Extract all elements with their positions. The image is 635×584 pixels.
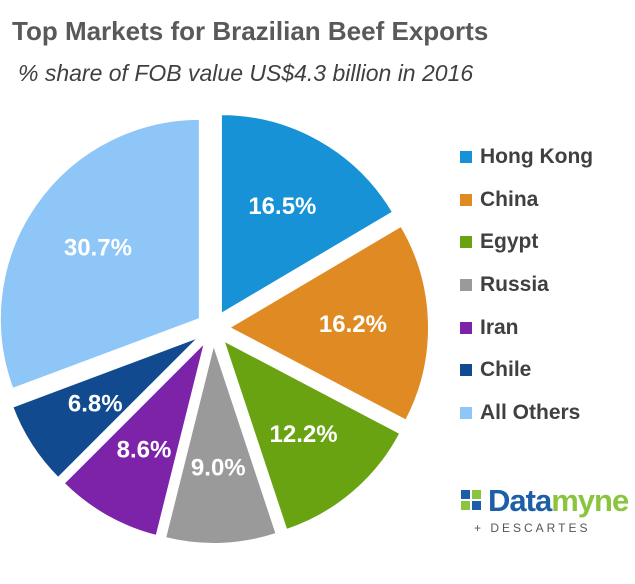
slice-label-china: 16.2% — [319, 311, 387, 338]
descartes-tagline: + DESCARTES — [474, 521, 591, 535]
legend-label: Iran — [480, 315, 519, 339]
legend-label: All Others — [480, 400, 581, 424]
slice-label-russia: 9.0% — [191, 454, 246, 481]
chart-subtitle: % share of FOB value US$4.3 billion in 2… — [18, 60, 474, 86]
legend-label: Hong Kong — [480, 145, 594, 169]
pie-slice-egypt — [221, 338, 402, 532]
datamyne-logo-icon — [461, 490, 481, 510]
legend-swatch — [460, 406, 472, 419]
legend-label: Chile — [480, 358, 532, 382]
datamyne-logo: Datamyne + DESCARTES — [458, 483, 629, 544]
legend-label: Egypt — [480, 230, 539, 254]
legend-swatch — [460, 193, 472, 206]
pie-slice-hong-kong — [219, 113, 395, 316]
datamyne-wordmark: Datamyne — [488, 483, 629, 519]
legend-item-iran: Iran — [460, 306, 593, 349]
chart-legend: Hong Kong China Egypt Russia Iran Chile All Ot… — [460, 136, 593, 434]
legend-swatch — [460, 151, 472, 164]
legend-item-china: China — [460, 179, 593, 222]
legend-item-hong-kong: Hong Kong — [460, 136, 593, 179]
wordmark-part-data: Data — [488, 483, 552, 518]
legend-label: Russia — [480, 273, 549, 297]
legend-swatch — [460, 236, 472, 249]
legend-item-all-others: All Others — [460, 392, 593, 435]
legend-item-russia: Russia — [460, 264, 593, 307]
pie-slice-russia — [163, 340, 278, 545]
legend-swatch — [460, 321, 472, 334]
slice-label-all-others: 30.7% — [64, 235, 132, 262]
pie-slice-chile — [10, 335, 201, 480]
pie-slice-china — [226, 224, 430, 422]
pie-slice-all-others — [0, 117, 201, 391]
legend-label: China — [480, 187, 539, 211]
legend-swatch — [460, 279, 472, 292]
pie-slice-iran — [62, 338, 207, 538]
slice-label-chile: 6.8% — [68, 390, 123, 417]
slice-label-iran: 8.6% — [117, 436, 172, 463]
slice-label-egypt: 12.2% — [270, 421, 338, 448]
legend-item-chile: Chile — [460, 349, 593, 392]
legend-swatch — [460, 364, 472, 377]
legend-item-egypt: Egypt — [460, 221, 593, 264]
slice-label-hong-kong: 16.5% — [248, 193, 316, 220]
wordmark-part-myne: myne — [551, 483, 629, 518]
chart-title: Top Markets for Brazilian Beef Exports — [12, 16, 489, 46]
